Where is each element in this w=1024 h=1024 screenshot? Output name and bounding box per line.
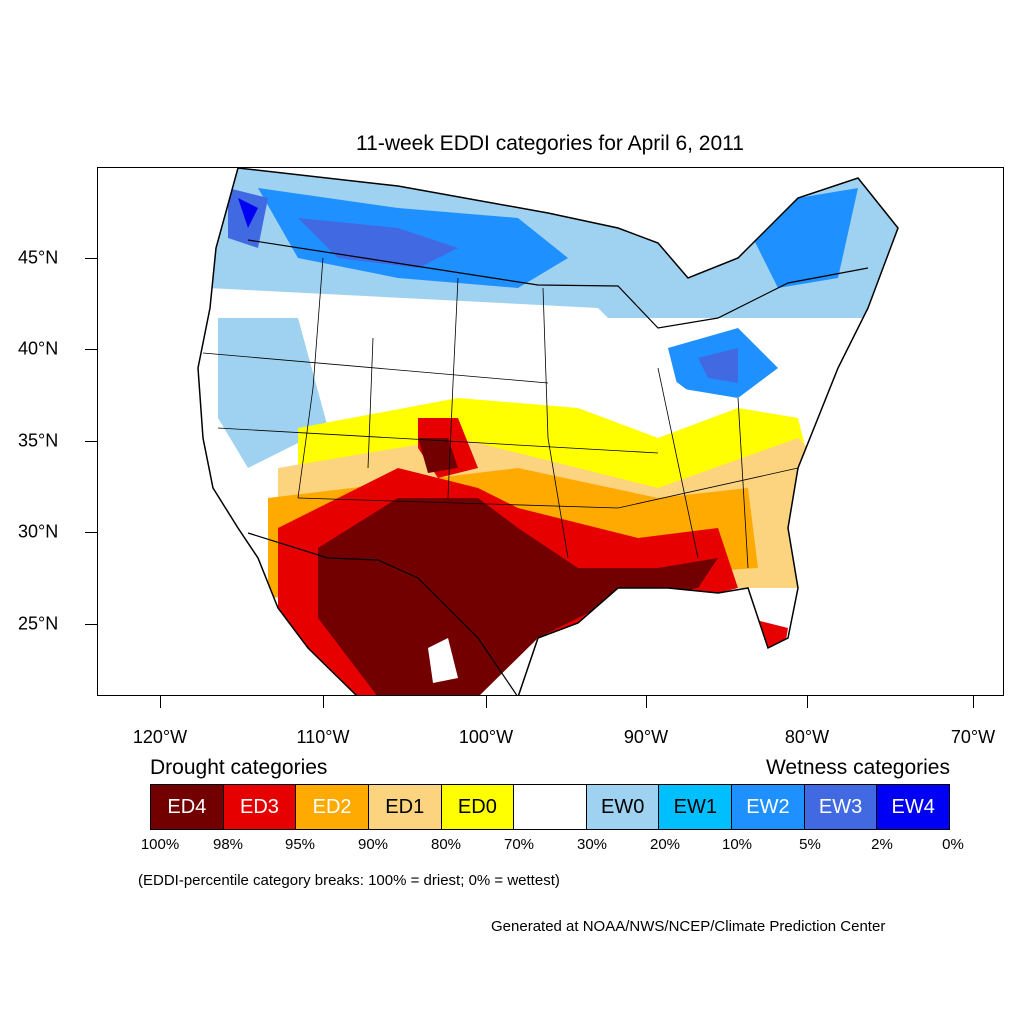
legend-swatch-ew1: EW1 xyxy=(659,785,733,829)
percentile-label: 0% xyxy=(942,836,964,853)
percentile-label: 2% xyxy=(871,836,893,853)
lat-tick xyxy=(85,349,97,350)
lat-tick xyxy=(85,441,97,442)
percentile-label: 20% xyxy=(649,836,681,853)
legend-swatch-ed0: ED0 xyxy=(441,785,515,829)
category-field xyxy=(198,168,898,695)
lat-label-25n: 25°N xyxy=(18,613,59,634)
lat-label-35n: 35°N xyxy=(18,430,59,451)
credit-line: Generated at NOAA/NWS/NCEP/Climate Predi… xyxy=(491,918,886,935)
percentile-label: 10% xyxy=(721,836,753,853)
wetness-heading: Wetness categories xyxy=(765,756,950,779)
percentile-label: 80% xyxy=(430,836,462,853)
lon-tick xyxy=(646,696,647,708)
percentile-label: 100% xyxy=(140,836,180,853)
legend-swatch-neutral xyxy=(514,785,587,829)
legend-color-bar: ED4 ED3 ED2 ED1 ED0 EW0 EW1 EW2 EW3 EW4 xyxy=(150,784,950,830)
lat-label-45n: 45°N xyxy=(18,247,59,268)
lat-tick xyxy=(85,258,97,259)
category-break-note: (EDDI-percentile category breaks: 100% =… xyxy=(138,872,560,889)
lat-label-30n: 30°N xyxy=(18,521,59,542)
percentile-label: 98% xyxy=(212,836,244,853)
eddi-map xyxy=(97,167,1004,696)
legend-swatch-ed4: ED4 xyxy=(151,785,224,829)
legend-swatch-ew2: EW2 xyxy=(732,785,805,829)
legend-swatch-ed1: ED1 xyxy=(368,785,442,829)
lon-label-80w: 80°W xyxy=(784,727,830,747)
lon-label-70w: 70°W xyxy=(950,727,996,747)
percentile-label: 95% xyxy=(284,836,316,853)
percentile-label: 90% xyxy=(357,836,389,853)
percentile-label: 30% xyxy=(576,836,608,853)
lon-tick xyxy=(973,696,974,708)
lat-tick xyxy=(85,532,97,533)
percentile-label: 70% xyxy=(503,836,535,853)
map-graphic xyxy=(197,168,899,695)
lat-label-40n: 40°N xyxy=(18,338,59,359)
legend-swatch-ew0: EW0 xyxy=(586,785,660,829)
lon-label-110w: 110°W xyxy=(296,727,350,747)
legend-swatch-ed2: ED2 xyxy=(296,785,369,829)
drought-heading: Drought categories xyxy=(150,756,328,779)
lon-tick xyxy=(807,696,808,708)
lon-label-90w: 90°W xyxy=(623,727,669,747)
lon-label-120w: 120°W xyxy=(132,727,188,747)
lon-label-100w: 100°W xyxy=(458,727,514,747)
lon-tick xyxy=(160,696,161,708)
percentile-label: 5% xyxy=(799,836,821,853)
legend-swatch-ew4: EW4 xyxy=(877,785,950,829)
legend-swatch-ed3: ED3 xyxy=(223,785,297,829)
lon-tick xyxy=(323,696,324,708)
map-title: 11-week EDDI categories for April 6, 201… xyxy=(356,132,744,155)
lon-tick xyxy=(486,696,487,708)
lat-tick xyxy=(85,624,97,625)
legend-swatch-ew3: EW3 xyxy=(804,785,878,829)
